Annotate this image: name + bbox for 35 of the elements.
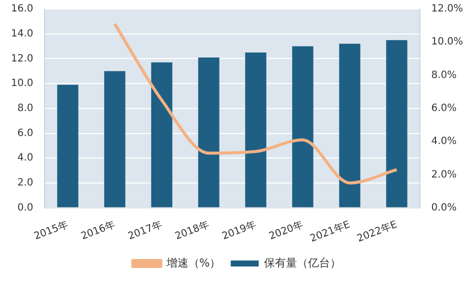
x-tick-label: 2015年 — [32, 218, 70, 242]
x-tick-label: 2021年E — [308, 218, 352, 245]
y-tick-label: 12.0 — [11, 53, 34, 64]
y-tick-label: 4.0 — [17, 152, 34, 164]
line-series — [113, 22, 398, 184]
y-tick-label: 0.0 — [17, 202, 34, 214]
x-tick-label: 2019年 — [220, 218, 258, 242]
y2-tick-label: 4.0% — [431, 136, 457, 148]
y2-tick-label: 6.0% — [431, 102, 457, 114]
y-tick-label: 8.0 — [17, 102, 34, 114]
x-tick-label: 2020年 — [267, 218, 305, 242]
y-tick-label: 10.0 — [11, 78, 34, 90]
x-tick-label: 2022年E — [355, 218, 399, 245]
y2-tick-label: 12.0% — [431, 4, 464, 15]
x-tick-label: 2016年 — [79, 218, 117, 242]
y2-tick-label: 8.0% — [431, 70, 457, 81]
legend-label: 保有量（亿台） — [264, 256, 342, 270]
legend-label: 增速（%） — [165, 256, 221, 270]
y2-tick-label: 10.0% — [431, 36, 464, 48]
y2-tick-label: 0.0% — [431, 202, 457, 214]
bar — [57, 84, 78, 208]
x-tick-label: 2017年 — [126, 218, 164, 242]
bar — [386, 40, 408, 208]
bar — [245, 52, 266, 208]
bar — [198, 57, 220, 208]
bar — [292, 46, 314, 208]
y-tick-label: 6.0 — [17, 128, 34, 139]
y2-tick-label: 2.0% — [431, 169, 457, 180]
bar — [151, 62, 172, 208]
bar — [104, 71, 126, 208]
x-tick-label: 2018年 — [173, 218, 211, 242]
y-tick-label: 16.0 — [11, 4, 34, 15]
y-tick-label: 2.0 — [17, 178, 34, 189]
y-tick-label: 14.0 — [11, 28, 34, 40]
bar — [339, 44, 360, 208]
